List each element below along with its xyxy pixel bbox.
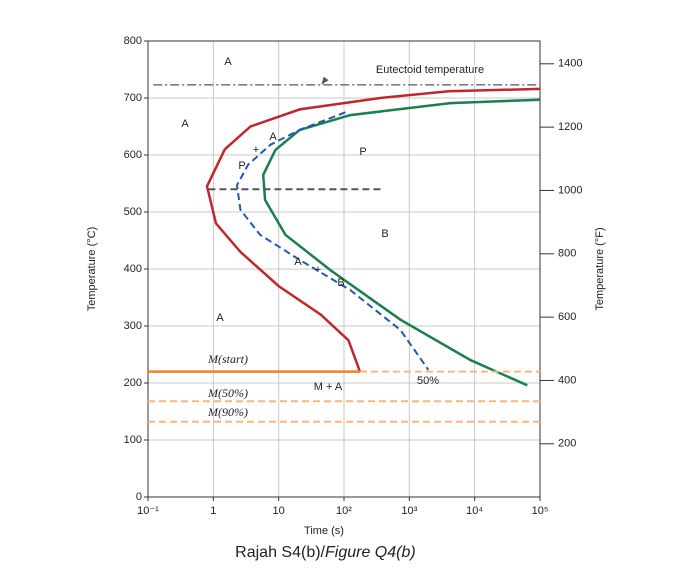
y2-tick-label: 1400 xyxy=(558,58,582,70)
x-tick-label: 1 xyxy=(210,505,216,517)
y-tick-label: 100 xyxy=(124,434,142,446)
y-tick-label: 300 xyxy=(124,320,142,332)
annotation: A xyxy=(216,312,224,324)
annotation: B xyxy=(337,277,344,289)
y-tick-label: 0 xyxy=(136,491,142,503)
curve xyxy=(261,98,541,387)
curve xyxy=(205,87,541,373)
annotation: A xyxy=(224,56,232,68)
curve xyxy=(235,111,430,371)
y2-tick-label: 800 xyxy=(558,248,576,260)
y2-tick-label: 1200 xyxy=(558,121,582,133)
annotation: A xyxy=(181,118,189,130)
y-tick-label: 500 xyxy=(124,206,142,218)
y-tick-label: 800 xyxy=(124,35,142,47)
annotation: A xyxy=(269,131,277,143)
y-axis-label: Temperature (°C) xyxy=(86,227,98,311)
annotation: M(90%) xyxy=(207,405,248,419)
y-tick-label: 400 xyxy=(124,263,142,275)
x-tick-label: 10 xyxy=(273,505,285,517)
annotation: 50% xyxy=(417,375,439,387)
x-axis-label: Time (s) xyxy=(304,525,344,537)
y2-tick-label: 200 xyxy=(558,438,576,450)
annotation: Eutectoid temperature xyxy=(376,64,484,76)
annotation-arrow xyxy=(321,76,329,85)
y2-axis-label: Temperature (°F) xyxy=(594,227,606,310)
x-tick-label: 10⁴ xyxy=(466,505,483,517)
caption-italic: Figure Q4(b) xyxy=(325,544,416,561)
x-tick-label: 10⁻¹ xyxy=(137,505,159,517)
x-tick-label: 10³ xyxy=(401,505,417,517)
annotation: P xyxy=(359,146,366,158)
annotation: P xyxy=(238,160,245,172)
annotation: A xyxy=(294,256,302,268)
annotation: M + A xyxy=(314,381,343,393)
annotation: B xyxy=(381,228,388,240)
annotation: + xyxy=(253,144,259,156)
caption: Rajah S4(b)/ xyxy=(235,544,325,561)
plot-frame xyxy=(147,40,541,498)
annotation: + xyxy=(315,264,321,276)
y2-tick-label: 600 xyxy=(558,311,576,323)
annotation: M(50%) xyxy=(207,386,248,400)
annotation: M(start) xyxy=(207,352,248,366)
y2-tick-label: 400 xyxy=(558,374,576,386)
x-tick-label: 10² xyxy=(336,505,352,517)
y-tick-label: 200 xyxy=(124,377,142,389)
x-tick-label: 10⁵ xyxy=(532,505,549,517)
y-tick-label: 700 xyxy=(124,92,142,104)
y2-tick-label: 1000 xyxy=(558,184,582,196)
y-tick-label: 600 xyxy=(124,149,142,161)
